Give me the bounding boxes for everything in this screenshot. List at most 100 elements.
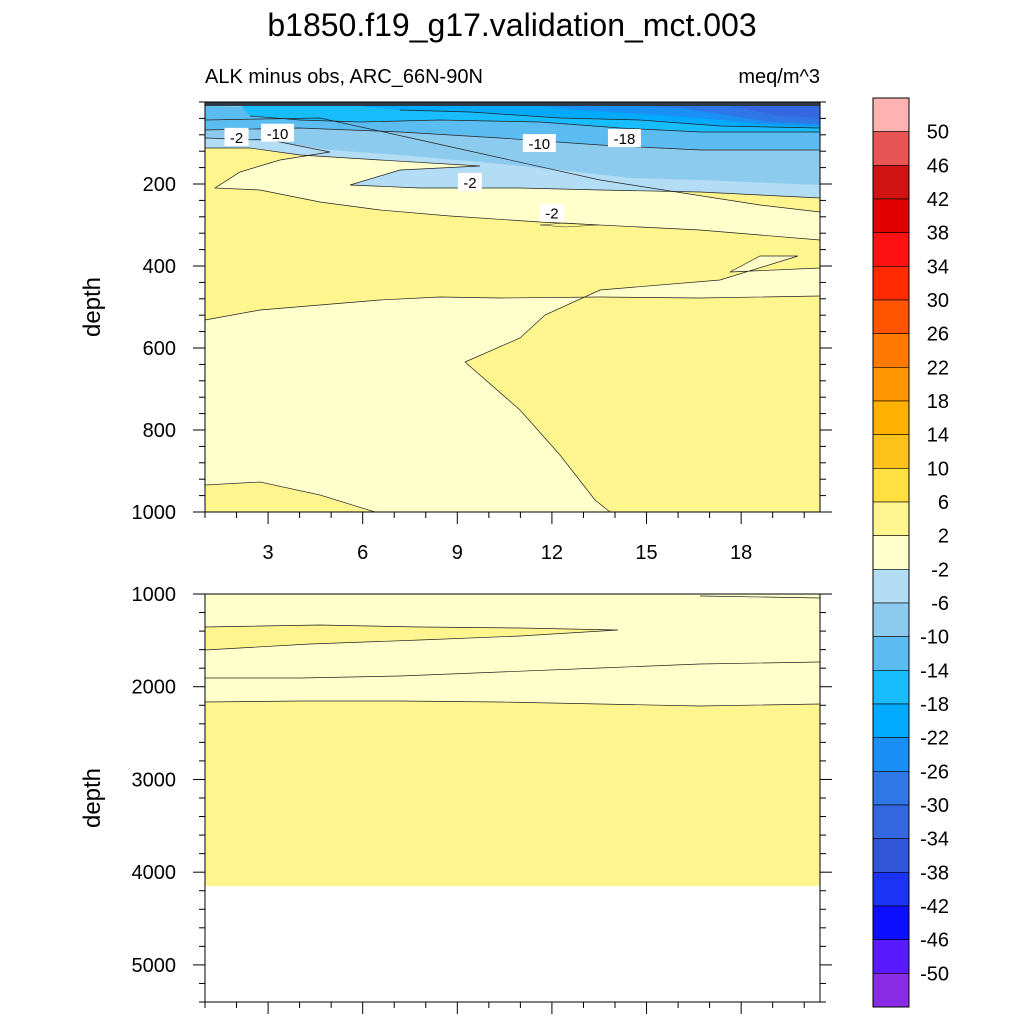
colorbar-box (872, 973, 910, 1008)
y-tick-label: 3000 (132, 769, 177, 791)
contour-label-bg (539, 203, 564, 222)
x-tick-label: 12 (541, 542, 563, 564)
colorbar-label: -42 (920, 896, 949, 918)
upper-band-m2-2 (205, 118, 820, 512)
y-tick-label: 600 (143, 338, 176, 360)
x-tick-label: 18 (730, 542, 752, 564)
contour-label-bg (522, 134, 556, 152)
colorbar-label: -26 (920, 761, 949, 783)
colorbar-box (872, 198, 910, 233)
colorbar-box (872, 232, 910, 267)
lower-y-axis-label: depth (79, 768, 106, 828)
chart-subtitle-left: ALK minus obs, ARC_66N-90N (205, 66, 483, 88)
colorbar-label: 30 (927, 290, 949, 312)
colorbar-box (872, 636, 910, 671)
lower-axes: 1000 2000 3000 4000 5000 (132, 584, 832, 1014)
colorbar-box (872, 400, 910, 435)
chart-title: b1850.f19_g17.validation_mct.003 (267, 7, 756, 43)
upper-contour-lines (204, 109, 821, 513)
contour-label: -10 (528, 136, 550, 153)
colorbar-box (872, 434, 910, 469)
colorbar-box (872, 905, 910, 940)
contour-label-bg (224, 127, 249, 146)
colorbar-label: 42 (927, 189, 949, 211)
y-tick-label: 1000 (132, 584, 177, 606)
colorbar-box (872, 804, 910, 839)
colorbar-label: -46 (920, 930, 949, 952)
upper-band-m34-m30 (720, 104, 820, 118)
colorbar-label: -6 (931, 593, 949, 615)
contour-label-bg (457, 172, 482, 191)
y-tick-label: 1000 (132, 502, 177, 524)
contour-label: -2 (545, 206, 558, 223)
colorbar: 50 46 42 38 34 30 26 22 18 14 10 6 2 -2 -6 -10 -14 -18 -22… (872, 97, 949, 1008)
colorbar-label: 26 (927, 324, 949, 346)
chart-units-label: meq/m^3 (738, 66, 820, 88)
colorbar-label: -18 (920, 694, 949, 716)
upper-contour-labels: -2 -10 -10 -18 -2 -2 (224, 123, 641, 223)
colorbar-box (872, 569, 910, 604)
lower-panel: 1000 2000 3000 4000 5000 (132, 584, 832, 1014)
colorbar-label: 38 (927, 223, 949, 245)
lower-band-m2-2-top (205, 594, 820, 678)
colorbar-box (872, 939, 910, 974)
colorbar-label: -38 (920, 862, 949, 884)
colorbar-label: -10 (920, 627, 949, 649)
y-tick-label: 2000 (132, 677, 177, 699)
x-tick-label: 3 (263, 542, 274, 564)
colorbar-box (872, 299, 910, 334)
colorbar-box (872, 535, 910, 570)
colorbar-box (872, 872, 910, 907)
colorbar-label: 14 (927, 425, 949, 447)
upper-panel-frame (204, 101, 821, 513)
colorbar-box (872, 165, 910, 200)
colorbar-label: 2 (938, 526, 949, 548)
colorbar-box (872, 737, 910, 772)
x-tick-label: 6 (357, 542, 368, 564)
colorbar-frame (872, 97, 910, 1008)
contour-label: -2 (463, 175, 476, 192)
colorbar-box (872, 670, 910, 705)
colorbar-box (872, 703, 910, 738)
colorbar-label: -34 (920, 829, 949, 851)
colorbar-label: 46 (927, 155, 949, 177)
upper-band-deep-2-6 (204, 481, 376, 513)
colorbar-box (872, 602, 910, 637)
colorbar-label: -14 (920, 660, 949, 682)
colorbar-label: 22 (927, 357, 949, 379)
colorbar-label: -2 (931, 559, 949, 581)
colorbar-box (872, 501, 910, 536)
colorbar-box (872, 838, 910, 873)
y-tick-label: 4000 (132, 862, 177, 884)
upper-y-axis-label: depth (79, 277, 106, 337)
colorbar-box (872, 97, 910, 132)
colorbar-label: -22 (920, 728, 949, 750)
colorbar-label: -50 (920, 963, 949, 985)
colorbar-label: 6 (938, 492, 949, 514)
contour-label-bg (261, 123, 295, 142)
y-tick-label: 800 (143, 420, 176, 442)
y-tick-label: 200 (143, 174, 176, 196)
contour-label: -2 (230, 130, 243, 147)
colorbar-label: 10 (927, 458, 949, 480)
y-tick-label: 5000 (132, 955, 177, 977)
upper-axes: 200 400 600 800 1000 3 6 9 12 15 18 (132, 101, 832, 564)
x-tick-label: 15 (635, 542, 657, 564)
upper-surface-strip (205, 102, 820, 106)
colorbar-box (872, 367, 910, 402)
colorbar-box (872, 468, 910, 503)
x-tick-label: 9 (452, 542, 463, 564)
colorbar-box (872, 131, 910, 166)
y-tick-label: 400 (143, 256, 176, 278)
colorbar-box (872, 266, 910, 301)
contour-label: -18 (614, 131, 636, 148)
colorbar-label: 50 (927, 122, 949, 144)
colorbar-label: 34 (927, 256, 949, 278)
colorbar-box (872, 333, 910, 368)
colorbar-label: -30 (920, 795, 949, 817)
colorbar-box (872, 771, 910, 806)
contour-label: -10 (267, 126, 289, 143)
upper-panel: -2 -10 -10 -18 -2 -2 200 400 600 800 1000 3 6 9 12 15 1… (132, 101, 832, 564)
lower-band-m2-2-mid (205, 662, 820, 706)
